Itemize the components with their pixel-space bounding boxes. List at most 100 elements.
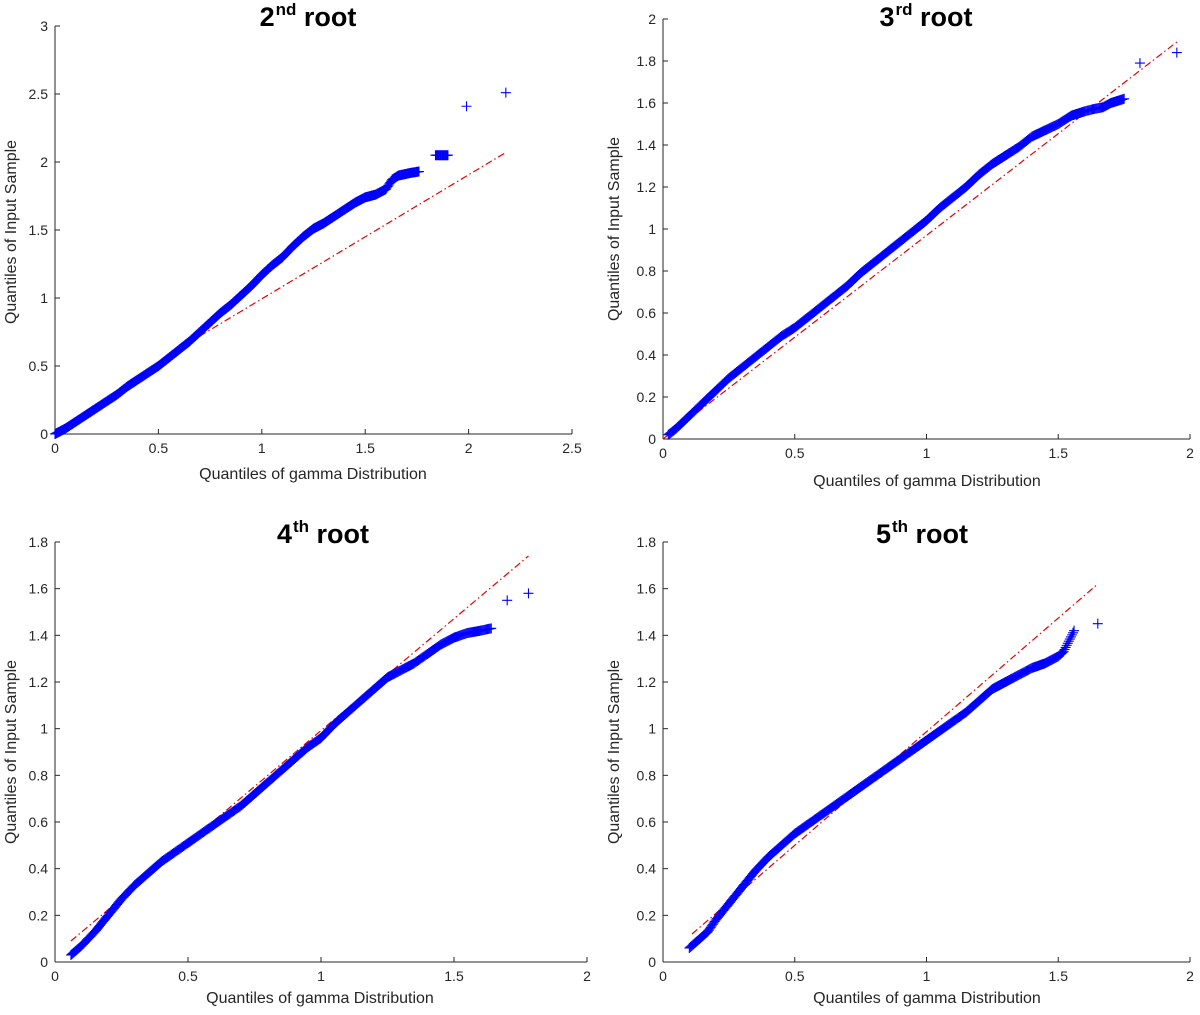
data-point-plus-marker — [1069, 625, 1080, 636]
y-tick-label: 0 — [40, 954, 48, 970]
data-point-plus-marker — [461, 101, 472, 112]
y-tick-label: 2.5 — [29, 86, 49, 102]
data-point-plus-marker — [1171, 47, 1182, 58]
y-tick-label: 1.2 — [29, 674, 49, 690]
plot-area: 0 0.5 1 1.5 2 2.5 0 0.5 1 1.5 2 2.5 3 — [29, 18, 582, 456]
plot-area: 0 0.5 1 1.5 2 0 0.2 0.4 0.6 0.8 1 1.2 1.4 1.6 1.8 — [637, 534, 1195, 984]
data-point-plus-marker — [413, 166, 424, 177]
y-tick-label: 0.4 — [637, 347, 657, 363]
y-tick-label: 1.2 — [637, 674, 657, 690]
sample-quantile-points — [65, 588, 534, 960]
y-tick-label: 1.6 — [637, 95, 657, 111]
y-tick-label: 0.2 — [29, 907, 49, 923]
chart-panel-2nd-root: 2nd root 0 0.5 1 1.5 2 2.5 0 0.5 1 1.5 2 2.5 3 Quant… — [0, 0, 600, 505]
y-tick-label: 0.4 — [637, 861, 657, 877]
data-point-plus-marker — [1092, 618, 1103, 629]
chart-title: 3rd root — [879, 0, 973, 32]
data-point-plus-marker — [1066, 629, 1077, 640]
reference-line — [662, 39, 1180, 440]
y-tick-label: 1.8 — [637, 534, 657, 550]
y-tick-label: 2 — [648, 11, 656, 27]
x-tick-label: 2.5 — [562, 440, 582, 456]
reference-line — [70, 555, 529, 942]
x-tick-label: 1 — [923, 968, 931, 984]
data-point-plus-marker — [500, 87, 511, 98]
y-tick-label: 0.8 — [637, 767, 657, 783]
x-tick-label: 1.5 — [1049, 968, 1069, 984]
y-axis-label: Quantiles of Input Sample — [606, 659, 623, 845]
data-point-plus-marker — [1134, 58, 1145, 69]
x-tick-label: 0.5 — [785, 445, 805, 461]
y-tick-label: 0.2 — [637, 907, 657, 923]
x-tick-label: 2 — [1186, 445, 1194, 461]
data-point-plus-marker — [1068, 627, 1079, 638]
chart-panel-5th-root: 5th root 0 0.5 1 1.5 2 0 0.2 0.4 0.6 0.8 1 1.2 1.4 1.… — [600, 505, 1200, 1015]
y-tick-label: 1.8 — [29, 534, 49, 550]
chart-panel-3rd-root: 3rd root 0 0.5 1 1.5 2 0 0.2 0.4 0.6 0.8 1 1.2 1.4 1.… — [600, 0, 1200, 505]
x-axis-label: Quantiles of gamma Distribution — [199, 466, 427, 483]
x-tick-label: 1 — [923, 445, 931, 461]
chart-title: 4th root — [276, 517, 370, 549]
y-tick-label: 1.4 — [29, 627, 49, 643]
x-tick-label: 1.5 — [444, 968, 464, 984]
y-tick-label: 1.8 — [637, 53, 657, 69]
x-tick-label: 0 — [659, 968, 667, 984]
y-tick-label: 1.4 — [637, 627, 657, 643]
chart-title: 5th root — [875, 517, 969, 549]
plot-area: 0 0.5 1 1.5 2 0 0.2 0.4 0.6 0.8 1 1.2 1.4 1.6 1.8 — [29, 534, 592, 984]
x-axis-label: Quantiles of gamma Distribution — [813, 473, 1041, 490]
x-tick-label: 2 — [1186, 968, 1194, 984]
data-point-plus-marker — [380, 184, 391, 195]
data-point-plus-marker — [442, 150, 453, 161]
y-axis-label: Quantiles of Input Sample — [3, 659, 20, 845]
y-tick-label: 0.2 — [637, 389, 657, 405]
x-axis-label: Quantiles of gamma Distribution — [813, 990, 1041, 1007]
y-tick-label: 1 — [40, 721, 48, 737]
x-tick-label: 0 — [51, 968, 59, 984]
data-point-plus-marker — [1058, 646, 1069, 657]
x-tick-label: 1 — [258, 440, 266, 456]
data-point-plus-marker — [1064, 634, 1075, 645]
x-tick-label: 2 — [583, 968, 591, 984]
data-point-plus-marker — [523, 588, 534, 599]
sample-quantile-points — [684, 618, 1103, 953]
x-tick-label: 0.5 — [178, 968, 198, 984]
x-tick-label: 1.5 — [1049, 445, 1069, 461]
x-tick-label: 0.5 — [149, 440, 169, 456]
data-point-plus-marker — [502, 595, 513, 606]
data-point-plus-marker — [1065, 631, 1076, 642]
data-point-plus-marker — [382, 181, 393, 192]
x-tick-label: 0 — [51, 440, 59, 456]
y-tick-label: 0.6 — [637, 305, 657, 321]
y-tick-label: 1.5 — [29, 222, 49, 238]
y-tick-label: 0.4 — [29, 861, 49, 877]
x-tick-label: 0 — [659, 445, 667, 461]
y-tick-label: 0 — [40, 426, 48, 442]
y-axis-label: Quantiles of Input Sample — [606, 136, 623, 322]
sample-quantile-points — [50, 87, 511, 439]
plot-area: 0 0.5 1 1.5 2 0 0.2 0.4 0.6 0.8 1 1.2 1.4 1.6 1.8 2 — [637, 11, 1195, 461]
chart-panel-4th-root: 4th root 0 0.5 1 1.5 2 0 0.2 0.4 0.6 0.8 1 1.2 1.4 1.… — [0, 505, 600, 1015]
y-tick-label: 1.6 — [29, 581, 49, 597]
y-tick-label: 0.8 — [29, 767, 49, 783]
reference-line — [199, 151, 507, 337]
data-point-plus-marker — [383, 180, 394, 191]
x-tick-label: 0.5 — [785, 968, 805, 984]
y-tick-label: 1 — [648, 221, 656, 237]
y-tick-label: 1 — [648, 721, 656, 737]
y-tick-label: 0.6 — [637, 814, 657, 830]
y-tick-label: 1.6 — [637, 581, 657, 597]
x-axis-label: Quantiles of gamma Distribution — [206, 990, 434, 1007]
y-axis-label: Quantiles of Input Sample — [3, 139, 20, 325]
y-tick-label: 0.6 — [29, 814, 49, 830]
y-tick-label: 0 — [648, 431, 656, 447]
y-tick-label: 1.2 — [637, 179, 657, 195]
y-tick-label: 1.4 — [637, 137, 657, 153]
data-point-plus-marker — [1119, 93, 1130, 104]
x-tick-label: 1.5 — [355, 440, 375, 456]
x-tick-label: 1 — [317, 968, 325, 984]
sample-quantile-points — [663, 47, 1182, 440]
chart-title: 2nd root — [259, 0, 357, 32]
data-point-plus-marker — [1059, 644, 1070, 655]
x-tick-label: 2 — [465, 440, 473, 456]
